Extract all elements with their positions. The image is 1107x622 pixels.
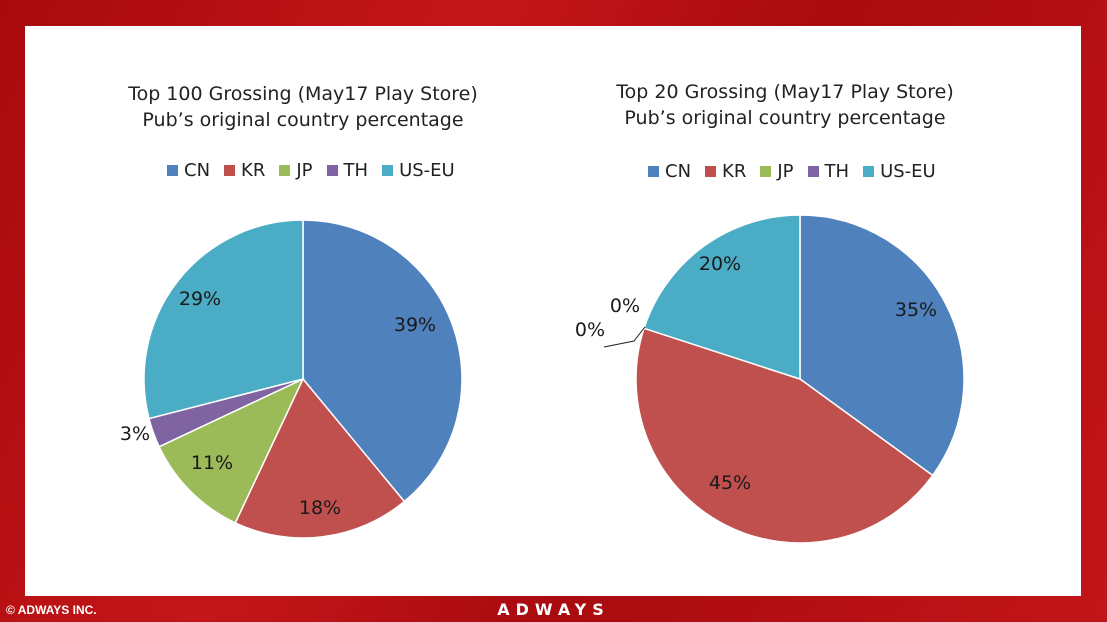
data-label-kr: 45% [709,472,751,494]
data-label-kr: 18% [299,497,341,519]
legend-item-jp: JP [760,161,794,182]
data-label-th: 3% [120,423,150,445]
legend-label-jp: JP [777,161,794,182]
legend-label-kr: KR [241,160,266,181]
leader-line [603,326,646,348]
pie-slice-us-eu [143,219,304,420]
legend-swatch-th [807,166,819,177]
legend-label-jp: JP [296,160,313,181]
chart-2-title-line-1: Top 20 Grossing (May17 Play Store) [616,81,954,103]
legend-swatch-us-eu [863,166,875,177]
legend-label-kr: KR [722,161,747,182]
legend-item-kr: KR [705,161,746,182]
legend-swatch-cn [167,165,178,176]
legend-item-th: TH [807,161,850,182]
brand-logo: ADWAYS [497,600,610,619]
data-label-jp: 11% [191,452,233,474]
data-label-jp: 0% [610,295,640,317]
data-label-cn: 35% [895,299,937,321]
pie-slice-jp [158,377,305,524]
chart-1-title: Top 100 Grossing (May17 Play Store) Pub’… [73,81,533,133]
legend-swatch-us-eu [382,165,394,176]
pie-slice-cn [799,214,965,477]
chart-2-title-line-2: Pub’s original country percentage [624,107,946,129]
legend-swatch-kr [224,165,236,176]
chart-2-title: Top 20 Grossing (May17 Play Store) Pub’s… [555,79,1015,131]
copyright-text: © ADWAYS INC. [6,603,97,617]
chart-1-legend: CN KR JP TH US-EU [167,160,455,181]
legend-label-th: TH [343,160,369,181]
chart-2-legend: CN KR JP TH US-EU [648,161,936,182]
legend-item-us-eu: US-EU [863,161,936,182]
data-label-cn: 39% [394,314,436,336]
legend-label-us-eu: US-EU [880,161,936,182]
legend-label-th: TH [824,161,850,182]
legend-label-cn: CN [184,160,211,181]
data-label-us-eu: 20% [699,253,741,275]
pie-slice-kr [234,377,406,539]
legend-swatch-kr [705,166,717,177]
data-label-th: 0% [575,319,605,341]
pie-slice-cn [302,219,463,503]
legend-swatch-th [326,165,338,176]
legend-swatch-cn [648,166,659,177]
legend-swatch-jp [279,165,291,176]
legend-label-us-eu: US-EU [399,160,455,181]
legend-item-th: TH [326,160,369,181]
data-label-us-eu: 29% [179,288,221,310]
legend-item-cn: CN [167,160,210,181]
chart-1-title-line-1: Top 100 Grossing (May17 Play Store) [128,83,478,105]
legend-item-jp: JP [279,160,313,181]
pie-slice-us-eu [643,214,801,381]
legend-item-us-eu: US-EU [382,160,455,181]
legend-item-kr: KR [224,160,265,181]
legend-item-cn: CN [648,161,691,182]
chart-1-title-line-2: Pub’s original country percentage [142,109,464,131]
legend-label-cn: CN [665,161,692,182]
legend-swatch-jp [760,166,772,177]
pie-slice-kr [635,327,934,544]
